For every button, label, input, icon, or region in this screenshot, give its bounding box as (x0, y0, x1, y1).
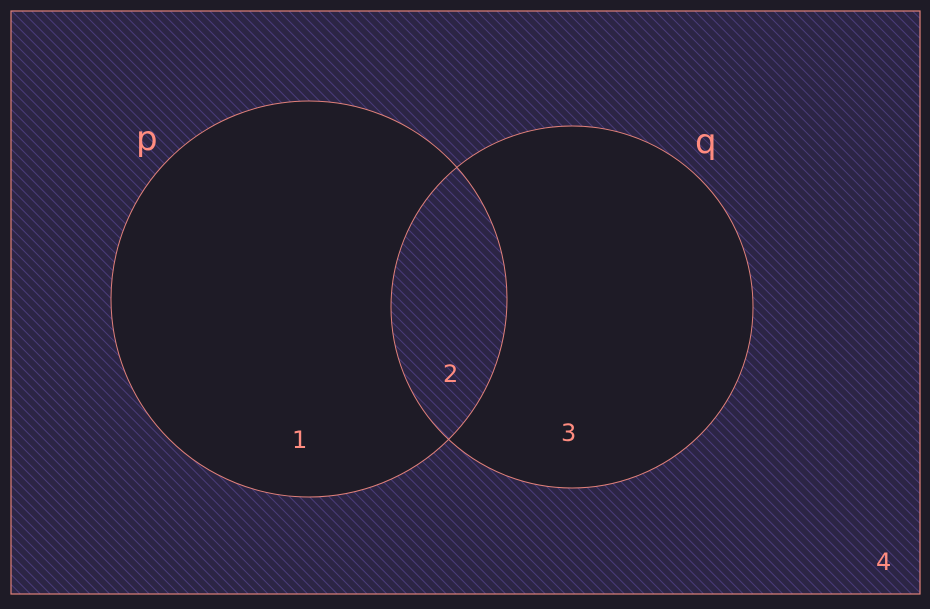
set-p-fill (111, 101, 507, 497)
set-q-label: q (695, 122, 717, 162)
set-q-outline (390, 125, 754, 489)
universe-border (10, 10, 921, 595)
region-1-label: 1 (292, 426, 307, 454)
set-p-label: p (136, 119, 158, 159)
region-4-label: 4 (876, 548, 891, 576)
region-3-label: 3 (561, 419, 576, 447)
set-p-outline (110, 100, 508, 498)
region-2-label: 2 (443, 360, 458, 388)
